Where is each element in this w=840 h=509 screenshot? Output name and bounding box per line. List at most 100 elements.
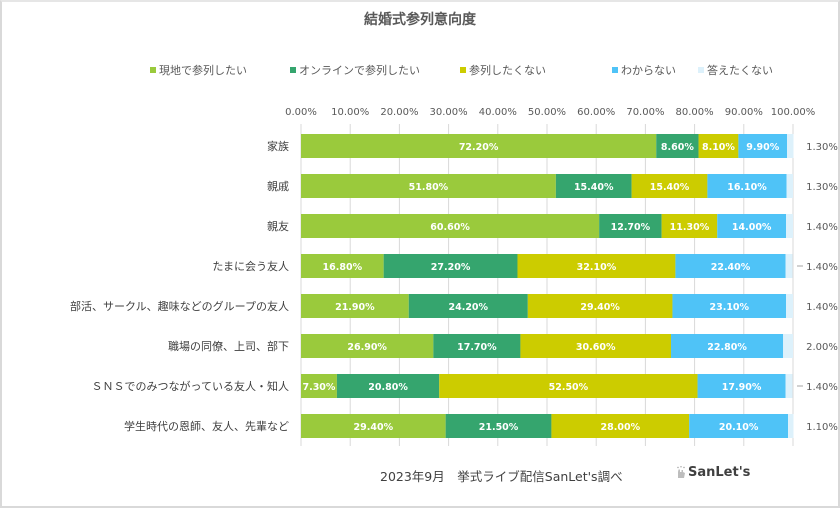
legend-swatch: [460, 67, 466, 73]
bar-segment: [301, 214, 600, 238]
data-label: 16.80%: [323, 262, 363, 273]
bar-segment: [551, 414, 690, 438]
bar-segment: [661, 214, 718, 238]
data-label: 72.20%: [459, 142, 499, 153]
legend-swatch: [290, 67, 296, 73]
legend-item: オンラインで参列したい: [290, 62, 420, 78]
data-label: 1.30%: [806, 142, 838, 153]
chart-title: 結婚式参列意向度: [364, 12, 476, 28]
data-label: 22.80%: [707, 342, 747, 353]
bar-segment: [738, 134, 788, 158]
data-label: 8.60%: [661, 142, 694, 153]
category-label: 親戚: [267, 180, 289, 193]
legend-label: 現地で参列したい: [159, 64, 247, 77]
legend-item: 現地で参列したい: [150, 62, 247, 78]
legend-item: 答えたくない: [698, 62, 773, 78]
data-label: 27.20%: [431, 262, 471, 273]
x-tick-label: 70.00%: [626, 107, 664, 118]
x-tick-label: 10.00%: [331, 107, 369, 118]
data-label: 17.70%: [457, 342, 497, 353]
data-label: 1.40%: [806, 262, 838, 273]
bar-segment: [670, 334, 784, 358]
bar-segment: [301, 254, 384, 278]
bar-segment: [301, 294, 409, 318]
data-label: 8.10%: [702, 142, 735, 153]
logo-hand-icon: [677, 466, 685, 478]
bar-segment: [599, 214, 662, 238]
bar-segment: [675, 254, 786, 278]
data-label: 29.40%: [580, 302, 620, 313]
bar-segment: [631, 174, 708, 198]
bar-segment: [783, 334, 793, 358]
category-label: 親友: [267, 219, 289, 233]
bar-segment: [707, 174, 787, 198]
bar-segment: [301, 134, 657, 158]
data-label: 21.50%: [479, 422, 519, 433]
bar-segment: [656, 134, 699, 158]
legend-swatch: [698, 67, 704, 73]
bar-segment: [439, 374, 698, 398]
bar-segment: [785, 254, 793, 278]
bar-segment: [555, 174, 632, 198]
bar-segment: [785, 374, 793, 398]
bar-segment: [520, 334, 671, 358]
legend-item: 参列したくない: [460, 62, 546, 78]
data-label: 2.00%: [806, 342, 838, 353]
data-label: 16.10%: [727, 182, 767, 193]
bar-segment: [301, 414, 446, 438]
data-label: 9.90%: [746, 142, 779, 153]
category-label: 学生時代の恩師、友人、先輩など: [124, 419, 289, 433]
bar-segment: [336, 374, 440, 398]
x-tick-label: 40.00%: [479, 107, 517, 118]
bar-segment: [786, 174, 793, 198]
data-label: 7.30%: [302, 382, 335, 393]
category-label: 部活、サークル、趣味などのグループの友人: [70, 299, 289, 313]
bar-segment: [301, 334, 434, 358]
bar-segment: [383, 254, 518, 278]
data-label: 28.00%: [601, 422, 641, 433]
bar-segment: [301, 174, 556, 198]
source-note: 2023年9月 挙式ライブ配信SanLet's調べ: [380, 469, 623, 484]
data-label: 11.30%: [670, 222, 710, 233]
data-label: 15.40%: [650, 182, 690, 193]
x-tick-label: 50.00%: [528, 107, 566, 118]
legend-label: 答えたくない: [707, 64, 773, 77]
data-label: 14.00%: [732, 222, 772, 233]
sanlets-logo: SanLet's: [676, 465, 750, 480]
chart-legend: 現地で参列したい オンラインで参列したい 参列したくない わからない 答えたくない: [0, 62, 840, 78]
x-tick-label: 0.00%: [285, 107, 317, 118]
data-label: 15.40%: [574, 182, 614, 193]
data-label: 1.10%: [806, 422, 838, 433]
legend-item: わからない: [612, 62, 676, 78]
bar-segment: [527, 294, 673, 318]
legend-label: オンラインで参列したい: [299, 64, 420, 77]
x-tick-label: 20.00%: [380, 107, 418, 118]
bar-segment: [301, 374, 337, 398]
category-label: 職場の同僚、上司、部下: [168, 339, 289, 353]
x-tick-label: 30.00%: [430, 107, 468, 118]
legend-label: 参列したくない: [469, 64, 546, 77]
legend-label: わからない: [621, 64, 676, 77]
data-label: 17.90%: [722, 382, 762, 393]
data-label: 23.10%: [709, 302, 749, 313]
bar-segment: [672, 294, 787, 318]
data-label: 52.50%: [549, 382, 589, 393]
data-label: 1.40%: [806, 382, 838, 393]
bar-segment: [697, 374, 786, 398]
bar-segment: [689, 414, 789, 438]
data-label: 26.90%: [347, 342, 387, 353]
bar-segment: [517, 254, 676, 278]
bar-segment: [787, 134, 794, 158]
data-label: 20.80%: [368, 382, 408, 393]
data-label: 20.10%: [719, 422, 759, 433]
category-label: たまに会う友人: [212, 259, 289, 273]
bar-segment: [788, 414, 794, 438]
bar-segment: [408, 294, 528, 318]
bar-segment: [445, 414, 552, 438]
bar-segment: [786, 214, 793, 238]
bar-segment: [717, 214, 787, 238]
bar-segment: [786, 294, 793, 318]
data-label: 60.60%: [430, 222, 470, 233]
x-tick-label: 90.00%: [725, 107, 763, 118]
data-label: 51.80%: [409, 182, 449, 193]
